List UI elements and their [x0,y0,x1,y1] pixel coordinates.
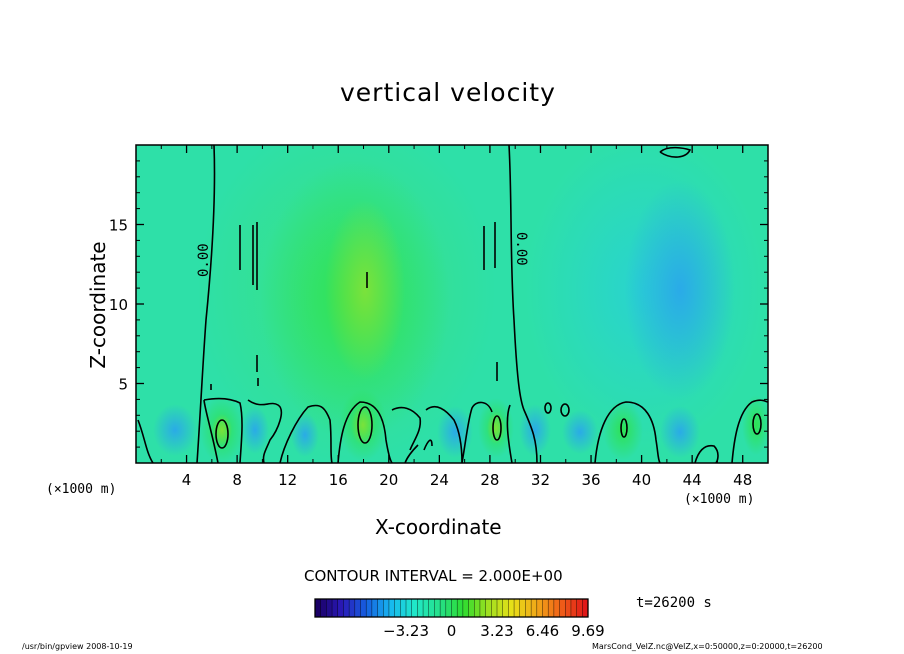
colorbar-cell [423,599,430,617]
colorbar-cell [542,599,549,617]
x-tick-label: 40 [632,471,651,489]
colorbar-cell [400,599,407,617]
x-tick-label: 12 [278,471,297,489]
x-tick-label: 28 [480,471,499,489]
x-tick-label: 44 [683,471,702,489]
x-tick-label: 36 [581,471,600,489]
colorbar-tick-label: 3.23 [480,622,513,640]
colorbar-cell [462,599,470,617]
colorbar-cell [383,599,390,617]
colorbar-cell [525,599,532,617]
x-axis-unit-right: (×1000 m) [684,492,755,507]
colorbar-cell [411,599,418,617]
colorbar-cell [553,599,561,617]
colorbar-cell [491,599,498,617]
x-tick-label: 20 [379,471,398,489]
colorbar-cell [457,599,464,617]
colorbar-cell [468,599,475,617]
colorbar-cell [315,599,322,617]
colorbar-cell [360,599,367,617]
contour-lines [137,145,768,463]
colorbar-cell [394,599,401,617]
colorbar-cell [343,599,350,617]
colorbar-cell [570,599,578,617]
colorbar-tick-label: 0 [447,622,457,640]
colorbar-cell [559,599,566,617]
y-axis: 5 10 15 [109,160,768,448]
colorbar-frame [314,598,589,618]
footer-command: /usr/bin/gpview 2008-10-19 [22,642,133,651]
colorbar-cell [479,599,487,617]
colorbar-cell [485,599,492,617]
contour-interval-label: CONTOUR INTERVAL = 2.000E+00 [304,567,563,585]
x-axis: 4 8 12 16 20 24 28 32 36 40 44 48 [160,145,752,489]
colorbar-cell [451,599,458,617]
colorbar-cell [514,599,521,617]
colorbar-cell [371,599,379,617]
colorbar-cell [497,599,504,617]
colorbar-cell [445,599,452,617]
colorbar-cell [354,599,361,617]
x-tick-label: 24 [430,471,449,489]
colorbar-tick-label: 6.46 [526,622,559,640]
colorbar-cell [474,599,481,617]
colorbar-tick-label: −3.23 [383,622,429,640]
colorbar: −3.23 0 3.23 6.46 9.69 [314,598,605,640]
y-tick-label: 15 [109,217,128,235]
y-tick-label: 10 [109,296,128,314]
colorbar-cell [377,599,384,617]
colorbar-cell [548,599,555,617]
x-axis-label: X-coordinate [375,515,502,539]
colorbar-cell [326,599,333,617]
chart-title: vertical velocity [340,78,556,107]
contour-label-group: 0.00 0.00 [196,232,529,277]
colorbar-cell [349,599,356,617]
x-tick-label: 32 [531,471,550,489]
colorbar-cell [417,599,424,617]
contour-label: 0.00 [513,232,529,266]
y-tick-label: 5 [118,376,128,394]
y-axis-label: Z-coordinate [86,241,110,369]
colorbar-cell [388,599,396,617]
time-label: t=26200 s [636,595,712,611]
x-tick-label: 16 [329,471,348,489]
x-tick-label: 4 [182,471,192,489]
colorbar-cell [332,599,339,617]
colorbar-tick-label: 9.69 [571,622,604,640]
colorbar-cell [502,599,509,617]
colorbar-cell [519,599,526,617]
colorbar-cell [440,599,447,617]
colorbar-cell [406,599,413,617]
colorbar-cell [434,599,441,617]
contour-label: 0.00 [196,243,212,277]
x-tick-label: 48 [733,471,752,489]
colorbar-cell [337,599,344,617]
velocity-field [136,145,768,463]
x-axis-unit-left: (×1000 m) [46,482,117,497]
colorbar-cell [428,599,435,617]
colorbar-cell [565,599,572,617]
colorbar-cell [508,599,515,617]
colorbar-cell [536,599,543,617]
colorbar-cell [531,599,538,617]
colorbar-cell [576,599,583,617]
colorbar-cell [320,599,327,617]
footer-source: MarsCond_VelZ.nc@VelZ,x=0:50000,z=0:2000… [592,642,823,651]
x-tick-label: 8 [232,471,242,489]
colorbar-cell [366,599,373,617]
colorbar-cell [582,599,589,617]
